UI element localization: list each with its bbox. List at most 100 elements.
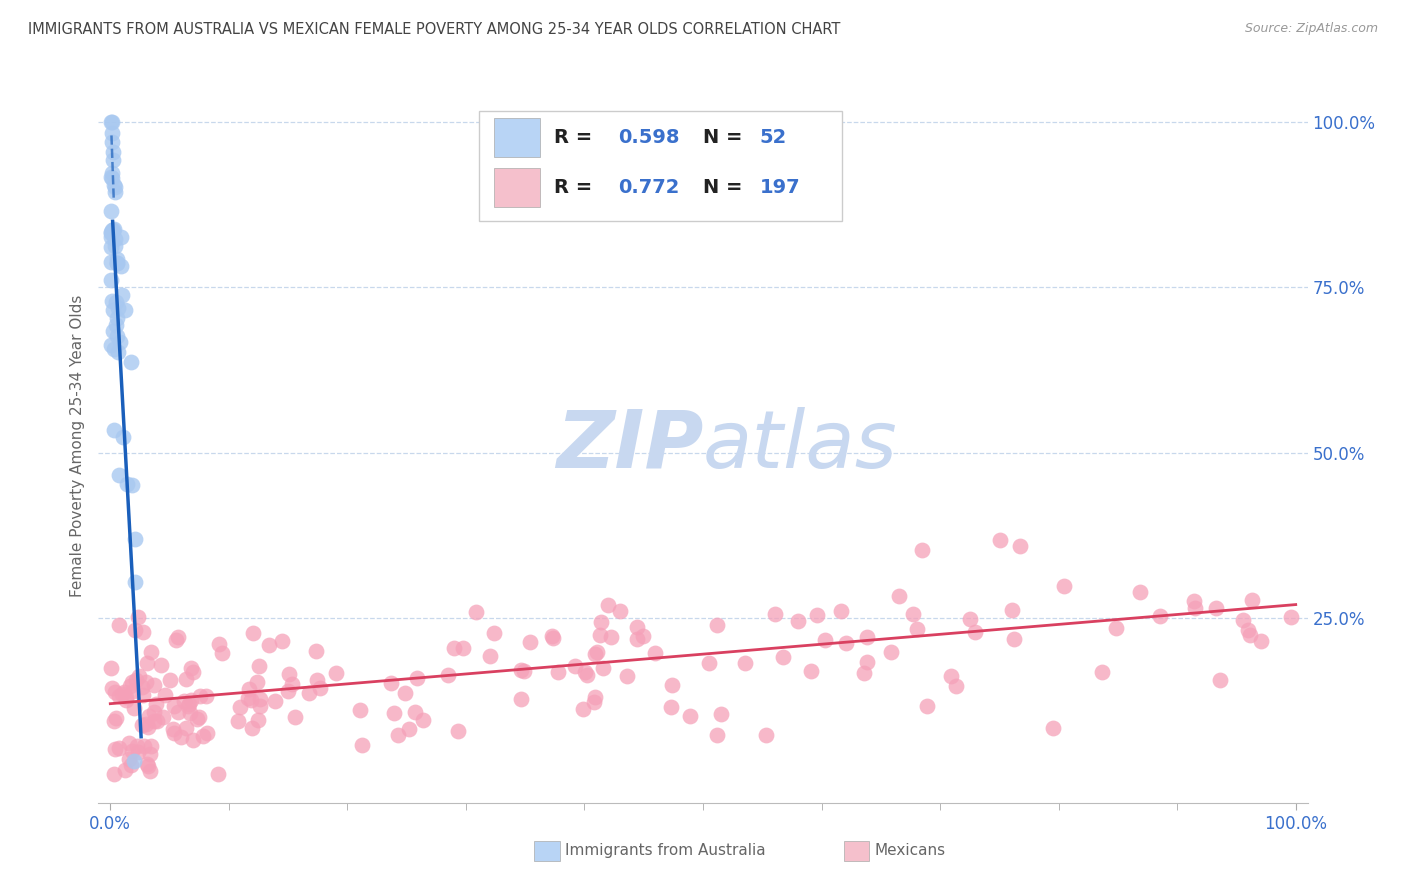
Point: [100, 169, 122, 184]
Point: [136, 656, 159, 670]
Point: [1002, 632, 1025, 646]
Point: [226, 714, 249, 729]
Point: [644, 646, 666, 660]
Point: [127, 610, 149, 624]
Point: [1182, 593, 1205, 607]
Point: [121, 478, 143, 492]
Text: IMMIGRANTS FROM AUSTRALIA VS MEXICAN FEMALE POVERTY AMONG 25-34 YEAR OLDS CORREL: IMMIGRANTS FROM AUSTRALIA VS MEXICAN FEM…: [28, 22, 841, 37]
Point: [242, 625, 264, 640]
Point: [138, 709, 160, 723]
Point: [104, 180, 127, 194]
Point: [118, 752, 141, 766]
Point: [242, 722, 264, 736]
Point: [134, 739, 156, 754]
Point: [387, 729, 409, 743]
Point: [404, 706, 426, 720]
Point: [572, 701, 595, 715]
Point: [905, 622, 928, 636]
Point: [103, 178, 125, 192]
Point: [186, 712, 208, 726]
Point: [105, 711, 128, 725]
Point: [121, 683, 143, 698]
Point: [447, 723, 470, 738]
Point: [710, 706, 733, 721]
Point: [246, 675, 269, 690]
Point: [100, 661, 122, 675]
Point: [238, 682, 260, 697]
Point: [131, 718, 153, 732]
Point: [100, 135, 122, 149]
Point: [162, 722, 184, 736]
Point: [583, 695, 606, 709]
Point: [100, 273, 122, 287]
Point: [105, 310, 128, 325]
Point: [167, 630, 190, 644]
Point: [1149, 609, 1171, 624]
Point: [308, 681, 330, 696]
Point: [806, 608, 828, 623]
Point: [305, 644, 328, 658]
Point: [257, 638, 280, 652]
Text: Source: ZipAtlas.com: Source: ZipAtlas.com: [1244, 22, 1378, 36]
Point: [616, 669, 638, 683]
Point: [1091, 665, 1114, 679]
Text: N =: N =: [703, 128, 749, 147]
Text: 197: 197: [759, 178, 800, 197]
Point: [165, 632, 187, 647]
Point: [889, 590, 911, 604]
Point: [100, 227, 122, 241]
Point: [239, 692, 262, 706]
Point: [101, 166, 124, 180]
Text: atlas: atlas: [703, 407, 898, 485]
Point: [132, 689, 155, 703]
Point: [111, 287, 134, 301]
Point: [120, 679, 142, 693]
Point: [1241, 593, 1264, 607]
Point: [135, 716, 157, 731]
Point: [963, 624, 986, 639]
Point: [139, 764, 162, 779]
Point: [249, 698, 271, 713]
Point: [115, 690, 138, 704]
Point: [208, 637, 231, 651]
Point: [101, 223, 124, 237]
Y-axis label: Female Poverty Among 25-34 Year Olds: Female Poverty Among 25-34 Year Olds: [69, 295, 84, 597]
Point: [122, 700, 145, 714]
Point: [1239, 628, 1261, 642]
Point: [114, 303, 136, 318]
Point: [600, 630, 623, 644]
Point: [104, 231, 127, 245]
Point: [108, 741, 131, 756]
Point: [583, 690, 606, 704]
Point: [990, 533, 1012, 548]
Point: [136, 720, 159, 734]
Text: 0.772: 0.772: [619, 178, 679, 197]
Point: [103, 714, 125, 728]
Point: [478, 649, 501, 664]
Point: [835, 636, 858, 650]
Point: [799, 664, 821, 678]
Point: [101, 153, 124, 167]
Point: [207, 767, 229, 781]
Point: [706, 727, 728, 741]
Point: [100, 254, 122, 268]
Point: [100, 126, 122, 140]
Point: [121, 744, 143, 758]
Point: [100, 115, 122, 129]
Point: [103, 767, 125, 781]
Point: [114, 693, 136, 707]
Point: [541, 632, 564, 646]
Point: [100, 681, 122, 696]
Point: [143, 678, 166, 692]
Point: [763, 607, 786, 621]
Point: [141, 739, 163, 753]
Point: [589, 615, 612, 629]
Point: [1001, 603, 1024, 617]
Point: [814, 632, 837, 647]
Point: [236, 691, 259, 706]
Point: [111, 687, 134, 701]
Point: [626, 619, 648, 633]
Point: [107, 690, 129, 704]
Point: [298, 686, 321, 700]
Point: [659, 699, 682, 714]
